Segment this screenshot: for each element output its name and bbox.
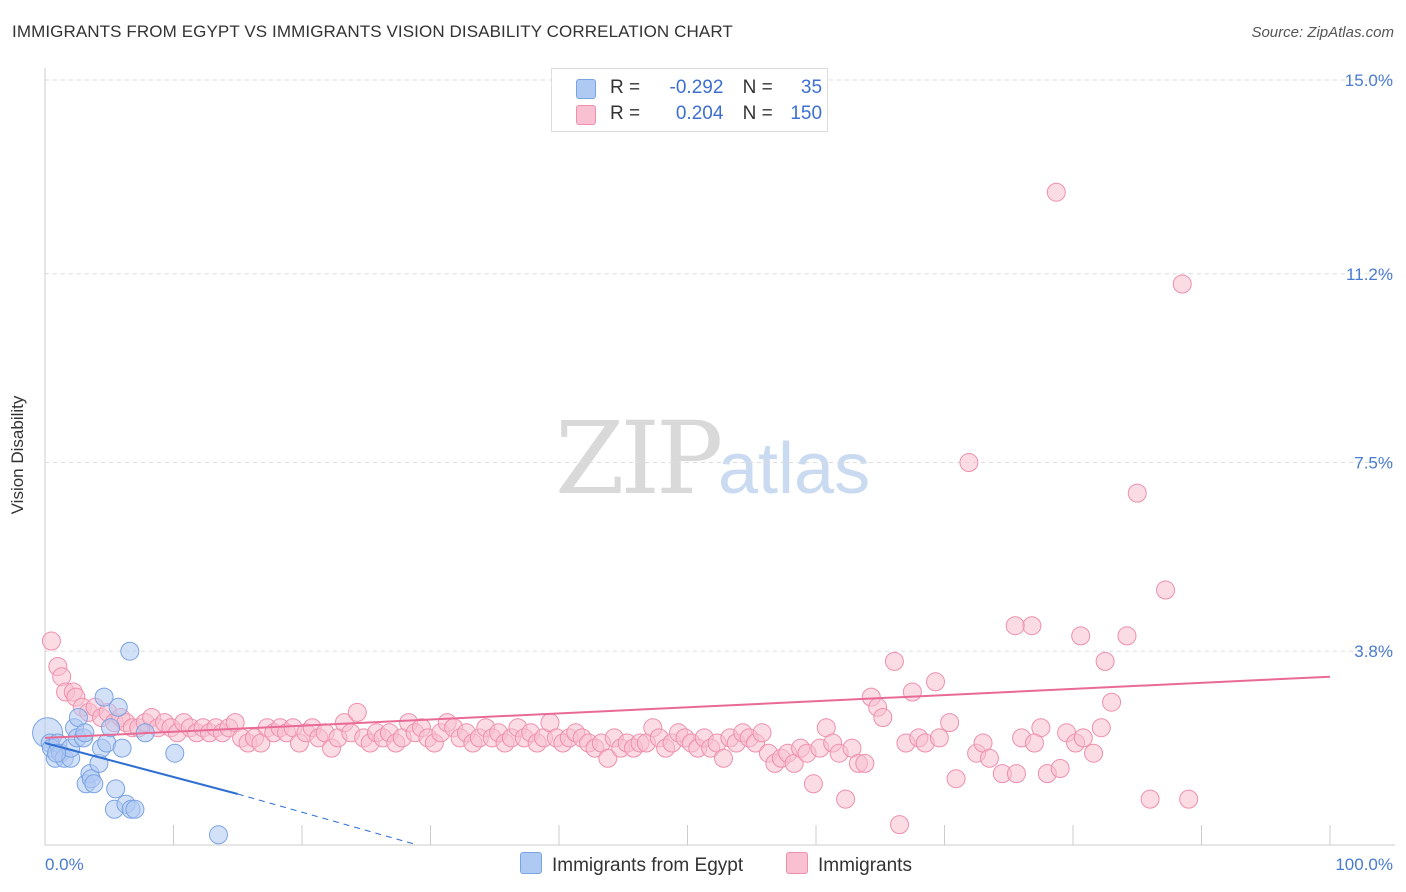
y-tick-label: 11.2%	[1346, 265, 1393, 284]
data-point	[208, 825, 228, 845]
r-label: R =	[610, 77, 641, 98]
data-point	[1140, 789, 1160, 809]
data-point	[120, 641, 140, 661]
x-tick-label: 100.0%	[1335, 855, 1393, 874]
data-point	[979, 748, 999, 768]
legend-item-immigrants[interactable]: Immigrants	[786, 852, 912, 877]
axes	[44, 68, 1395, 846]
data-point	[1172, 274, 1192, 294]
r-value: -0.292	[669, 77, 724, 98]
legend-item-egypt[interactable]: Immigrants from Egypt	[520, 852, 743, 877]
data-point	[1050, 759, 1070, 778]
data-point	[94, 687, 114, 707]
data-point	[926, 672, 946, 692]
data-point	[1073, 728, 1093, 748]
data-point	[1156, 580, 1176, 600]
data-point	[41, 631, 61, 651]
data-point	[1117, 626, 1137, 646]
data-point	[890, 815, 910, 835]
y-tick-label: 3.8%	[1354, 642, 1393, 661]
tick-labels: 3.8% 7.5% 11.2% 15.0% 0.0% 100.0%	[45, 71, 1393, 874]
immigrants-swatch	[576, 105, 596, 125]
data-point	[855, 753, 875, 773]
data-point	[347, 702, 367, 722]
series-immigrants	[41, 182, 1199, 835]
immigrants-legend-swatch	[786, 852, 808, 874]
egypt-legend-swatch	[520, 852, 542, 874]
data-point	[946, 769, 966, 789]
data-point	[902, 682, 922, 702]
trend-line-extension	[237, 793, 418, 846]
data-point	[1005, 616, 1025, 636]
trend-line	[44, 675, 1331, 739]
data-point	[713, 748, 733, 768]
trend-layer	[44, 675, 1331, 846]
egypt-swatch	[576, 79, 596, 99]
data-point	[125, 799, 145, 819]
data-point	[1046, 182, 1066, 202]
data-point	[1179, 789, 1199, 809]
n-label: N =	[742, 77, 773, 98]
data-point	[75, 723, 95, 743]
trend-line	[44, 742, 239, 795]
data-point	[101, 718, 121, 738]
data-point	[108, 697, 128, 717]
chart-title: IMMIGRANTS FROM EGYPT VS IMMIGRANTS VISI…	[12, 22, 733, 41]
data-point	[1091, 718, 1111, 738]
data-point	[106, 779, 126, 799]
n-value: 150	[790, 103, 823, 124]
series-layer	[32, 182, 1199, 845]
data-point	[1071, 626, 1091, 646]
data-point	[803, 774, 823, 794]
grid-lines	[45, 79, 1395, 652]
n-value: 35	[800, 77, 823, 98]
r-value: 0.204	[675, 103, 724, 124]
data-point	[84, 774, 104, 794]
stats-legend: R = -0.292 N = 35 R = 0.204 N = 150	[551, 68, 828, 132]
data-point	[112, 738, 132, 758]
data-point	[1084, 743, 1104, 763]
data-point	[47, 743, 67, 763]
data-point	[1095, 651, 1115, 671]
data-point	[752, 723, 772, 743]
y-tick-label: 15.0%	[1345, 71, 1393, 90]
data-point	[1102, 692, 1122, 712]
data-point	[884, 651, 904, 671]
n-label: N =	[742, 103, 773, 124]
r-label: R =	[610, 103, 641, 124]
series-egypt	[32, 641, 228, 845]
data-point	[836, 789, 856, 809]
data-point	[1127, 483, 1147, 503]
data-point	[873, 708, 893, 727]
egypt-legend-label: Immigrants from Egypt	[552, 855, 744, 876]
watermark-zip: ZIP	[555, 400, 723, 517]
source-label: Source: ZipAtlas.com	[1251, 24, 1394, 41]
x-tick-label: 0.0%	[45, 855, 84, 874]
data-point	[598, 748, 618, 768]
watermark-atlas: atlas	[718, 429, 871, 509]
immigrants-legend-label: Immigrants	[818, 855, 912, 876]
data-point	[1024, 733, 1044, 753]
y-tick-label: 7.5%	[1354, 454, 1393, 473]
data-point	[940, 713, 960, 733]
data-point	[1006, 764, 1026, 784]
data-point	[1022, 616, 1042, 636]
data-point	[165, 743, 185, 763]
data-point	[929, 728, 949, 748]
data-point	[959, 453, 979, 472]
